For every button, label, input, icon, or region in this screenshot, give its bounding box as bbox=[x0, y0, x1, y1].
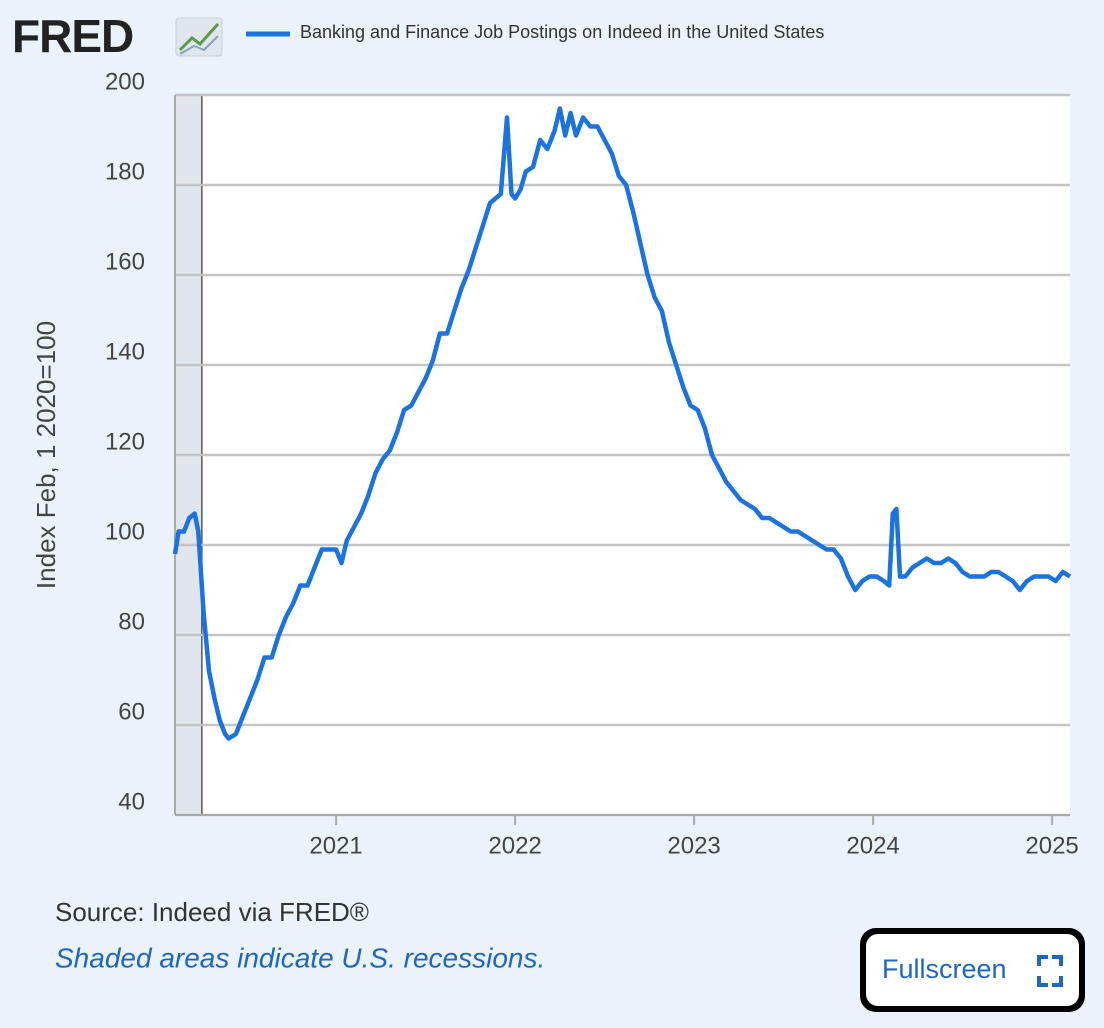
y-tick-label: 160 bbox=[105, 248, 145, 275]
x-tick-label: 2021 bbox=[309, 832, 362, 859]
y-tick-label: 60 bbox=[118, 698, 145, 725]
logo-icon bbox=[175, 17, 223, 57]
x-tick-label: 2024 bbox=[846, 832, 899, 859]
series-line bbox=[172, 106, 1072, 741]
y-tick-label: 120 bbox=[105, 428, 145, 455]
y-tick-label: 40 bbox=[118, 788, 145, 815]
x-tick-label: 2023 bbox=[667, 832, 720, 859]
note: Shaded areas indicate U.S. recessions. bbox=[55, 942, 545, 973]
x-tick-label: 2022 bbox=[488, 832, 541, 859]
fullscreen-icon bbox=[1037, 955, 1063, 987]
legend-label: Banking and Finance Job Postings on Inde… bbox=[300, 22, 824, 42]
fullscreen-button[interactable]: Fullscreen bbox=[860, 928, 1085, 1012]
y-tick-label: 140 bbox=[105, 338, 145, 365]
source: Source: Indeed via FRED® bbox=[55, 897, 369, 927]
button-inner bbox=[866, 934, 1079, 1006]
y-tick-label: 100 bbox=[105, 518, 145, 545]
y-tick-label: 200 bbox=[105, 68, 145, 95]
y-tick-label: 80 bbox=[118, 608, 145, 635]
y-tick-label: 180 bbox=[105, 158, 145, 185]
x-tick-label: 2025 bbox=[1025, 832, 1078, 859]
y-axis-label: Index Feb, 1 2020=100 bbox=[31, 321, 61, 589]
button-label: Fullscreen bbox=[882, 954, 1007, 984]
logo: FRED bbox=[12, 10, 133, 62]
